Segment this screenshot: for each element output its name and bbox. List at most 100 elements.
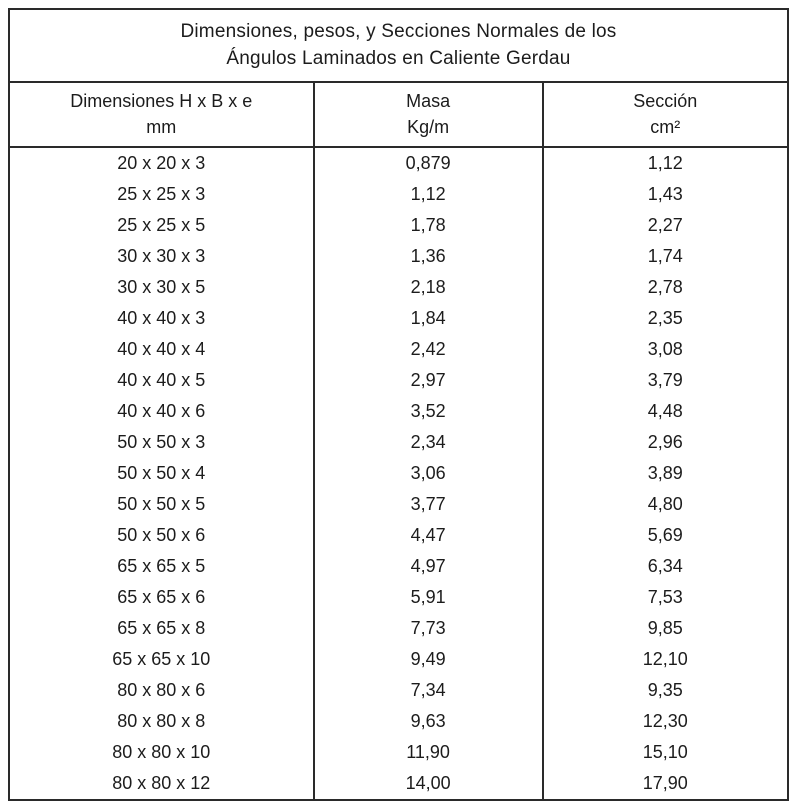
table-row: 30 x 30 x 5 2,18 2,78 [9, 272, 788, 303]
cell-masa: 3,06 [312, 458, 543, 489]
cell-seccion: 2,96 [541, 427, 788, 458]
table-body: 20 x 20 x 3 0,879 1,12 25 x 25 x 3 1,12 1,43 2… [9, 147, 788, 800]
cell-dimensions: 40 x 40 x 3 [117, 308, 206, 328]
cell-seccion: 2,27 [541, 210, 788, 241]
cell-dimensions: 80 x 80 x 12 [112, 773, 211, 793]
table-row: 50 x 50 x 3 2,34 2,96 [9, 427, 788, 458]
cell-masa: 2,42 [312, 334, 543, 365]
cell-masa: 2,97 [312, 365, 543, 396]
table-row: 80 x 80 x 10 11,90 15,10 [9, 737, 788, 768]
cell-dimensions: 50 x 50 x 4 [117, 463, 206, 483]
cell-dimensions: 40 x 40 x 4 [117, 339, 206, 359]
cell-seccion: 17,90 [541, 768, 788, 800]
cell-masa: 5,91 [312, 582, 543, 613]
table-row: 25 x 25 x 3 1,12 1,43 [9, 179, 788, 210]
table-row: 25 x 25 x 5 1,78 2,27 [9, 210, 788, 241]
table-row: 65 x 65 x 10 9,49 12,10 [9, 644, 788, 675]
cell-dimensions: 50 x 50 x 3 [117, 432, 206, 452]
table-row: 80 x 80 x 8 9,63 12,30 [9, 706, 788, 737]
cell-masa: 9,49 [312, 644, 543, 675]
column-header-masa-label: Masa [406, 91, 451, 111]
cell-seccion: 1,43 [541, 179, 788, 210]
table-title-row: Dimensiones, pesos, y Secciones Normales… [9, 9, 788, 83]
table-row: 65 x 65 x 5 4,97 6,34 [9, 551, 788, 582]
cell-masa: 1,36 [312, 241, 543, 272]
cell-seccion: 7,53 [541, 582, 788, 613]
table-row: 40 x 40 x 4 2,42 3,08 [9, 334, 788, 365]
cell-seccion: 12,30 [541, 706, 788, 737]
cell-dimensions: 65 x 65 x 6 [117, 587, 206, 607]
column-header-row: Dimensiones H x B x e mm Masa Kg/m Secci… [9, 82, 788, 148]
table-row: 50 x 50 x 4 3,06 3,89 [9, 458, 788, 489]
cell-masa: 7,34 [312, 675, 543, 706]
cell-masa: 11,90 [312, 737, 543, 768]
cell-masa: 4,47 [312, 520, 543, 551]
cell-dimensions: 40 x 40 x 5 [117, 370, 206, 390]
cell-seccion: 3,89 [541, 458, 788, 489]
column-header-seccion: Sección cm² [541, 82, 788, 148]
cell-masa: 2,34 [312, 427, 543, 458]
cell-masa: 14,00 [312, 768, 543, 800]
table-row: 50 x 50 x 5 3,77 4,80 [9, 489, 788, 520]
cell-masa: 9,63 [312, 706, 543, 737]
cell-dimensions: 65 x 65 x 8 [117, 618, 206, 638]
table-title-line-1: Dimensiones, pesos, y Secciones Normales… [180, 21, 617, 42]
table-row: 20 x 20 x 3 0,879 1,12 [9, 147, 788, 179]
cell-seccion: 4,80 [541, 489, 788, 520]
cell-seccion: 3,79 [541, 365, 788, 396]
cell-dimensions: 50 x 50 x 5 [117, 494, 206, 514]
cell-dimensions: 25 x 25 x 5 [117, 215, 206, 235]
column-header-dimensions-label: Dimensiones H x B x e [70, 91, 253, 111]
cell-dimensions: 40 x 40 x 6 [117, 401, 206, 421]
cell-masa: 3,52 [312, 396, 543, 427]
cell-seccion: 9,85 [541, 613, 788, 644]
cell-dimensions: 50 x 50 x 6 [117, 525, 206, 545]
table-row: 80 x 80 x 12 14,00 17,90 [9, 768, 788, 800]
cell-masa: 1,84 [312, 303, 543, 334]
cell-dimensions: 30 x 30 x 3 [117, 246, 206, 266]
cell-dimensions: 80 x 80 x 8 [117, 711, 206, 731]
cell-masa: 1,12 [312, 179, 543, 210]
cell-masa: 0,879 [312, 147, 543, 179]
table-row: 80 x 80 x 6 7,34 9,35 [9, 675, 788, 706]
cell-seccion: 12,10 [541, 644, 788, 675]
column-header-seccion-unit: cm² [650, 117, 681, 137]
cell-dimensions: 80 x 80 x 10 [112, 742, 211, 762]
cell-masa: 3,77 [312, 489, 543, 520]
table-row: 40 x 40 x 5 2,97 3,79 [9, 365, 788, 396]
cell-seccion: 1,74 [541, 241, 788, 272]
column-header-seccion-label: Sección [633, 91, 698, 111]
cell-seccion: 6,34 [541, 551, 788, 582]
cell-dimensions: 65 x 65 x 10 [112, 649, 211, 669]
column-header-dimensions: Dimensiones H x B x e mm [9, 82, 314, 148]
cell-seccion: 15,10 [541, 737, 788, 768]
cell-seccion: 2,78 [541, 272, 788, 303]
table-title-line-2: Ángulos Laminados en Caliente Gerdau [226, 48, 571, 69]
cell-seccion: 3,08 [541, 334, 788, 365]
cell-seccion: 5,69 [541, 520, 788, 551]
cell-seccion: 9,35 [541, 675, 788, 706]
table-row: 40 x 40 x 3 1,84 2,35 [9, 303, 788, 334]
table-row: 30 x 30 x 3 1,36 1,74 [9, 241, 788, 272]
cell-dimensions: 25 x 25 x 3 [117, 184, 206, 204]
table-row: 50 x 50 x 6 4,47 5,69 [9, 520, 788, 551]
cell-dimensions: 20 x 20 x 3 [117, 153, 206, 173]
cell-masa: 1,78 [312, 210, 543, 241]
cell-dimensions: 80 x 80 x 6 [117, 680, 206, 700]
cell-seccion: 1,12 [541, 147, 788, 179]
table-row: 40 x 40 x 6 3,52 4,48 [9, 396, 788, 427]
cell-dimensions: 65 x 65 x 5 [117, 556, 206, 576]
cell-dimensions: 30 x 30 x 5 [117, 277, 206, 297]
table-row: 65 x 65 x 6 5,91 7,53 [9, 582, 788, 613]
cell-masa: 2,18 [312, 272, 543, 303]
column-header-dimensions-unit: mm [146, 117, 177, 137]
column-header-masa-unit: Kg/m [407, 117, 450, 137]
cell-masa: 7,73 [312, 613, 543, 644]
cell-seccion: 2,35 [541, 303, 788, 334]
table-row: 65 x 65 x 8 7,73 9,85 [9, 613, 788, 644]
angles-table: Dimensiones, pesos, y Secciones Normales… [8, 8, 789, 801]
table-title: Dimensiones, pesos, y Secciones Normales… [9, 9, 788, 83]
cell-masa: 4,97 [312, 551, 543, 582]
cell-seccion: 4,48 [541, 396, 788, 427]
